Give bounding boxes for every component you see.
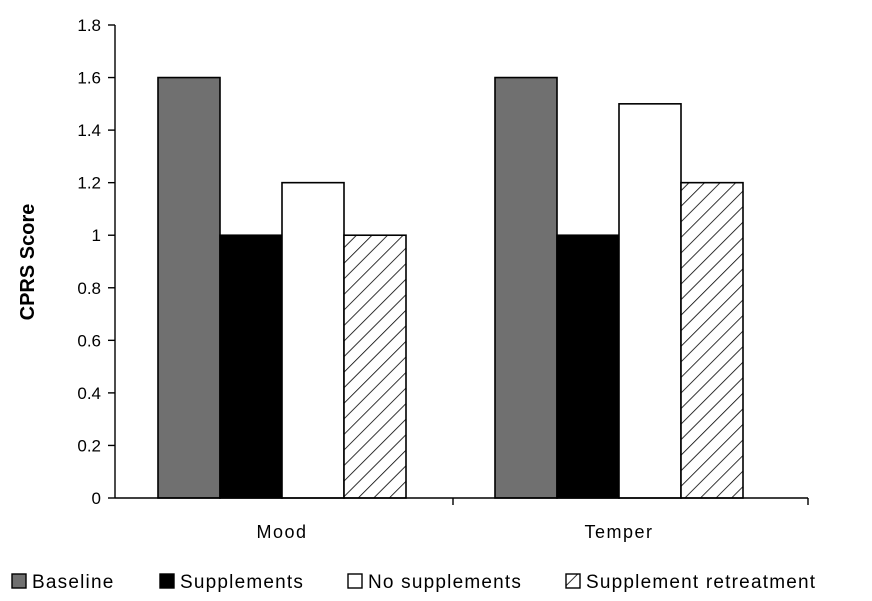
- bar-supplements-temper: [556, 234, 620, 499]
- x-axis: Mood Temper: [115, 497, 809, 542]
- y-tick-label: 0: [92, 489, 101, 508]
- y-tick-label: 1.2: [77, 174, 101, 193]
- legend-swatch: [565, 573, 581, 589]
- y-axis: 0 0.2 0.4 0.6 0.8 1 1.2 1.4 1.6 1.8: [77, 16, 116, 508]
- y-tick-label: 0.6: [77, 331, 101, 350]
- bar-supplements-mood: [219, 234, 283, 499]
- legend-label: Baseline: [32, 572, 114, 593]
- category-label: Temper: [584, 522, 653, 542]
- plot-area: [157, 76, 744, 499]
- y-tick-label: 0.2: [77, 436, 101, 455]
- y-tick-label: 0.4: [77, 384, 101, 403]
- bar-no-supplements-temper: [618, 103, 682, 499]
- legend-swatch: [159, 573, 175, 589]
- legend-label: Supplement retreatment: [586, 572, 816, 593]
- y-axis-title: CPRS Score: [17, 204, 39, 321]
- bar-supplement-retreatment-temper: [680, 181, 744, 499]
- bar-no-supplements-mood: [281, 181, 345, 499]
- legend-swatch: [347, 573, 363, 589]
- y-tick-label: 0.8: [77, 279, 101, 298]
- y-tick-label: 1.8: [77, 16, 101, 35]
- y-tick-label: 1: [92, 226, 101, 245]
- legend-label: Supplements: [180, 572, 304, 593]
- legend-swatch: [11, 573, 27, 589]
- bar-baseline-mood: [157, 76, 221, 499]
- bar-baseline-temper: [494, 76, 558, 499]
- legend: Baseline Supplements No supplements Supplem…: [11, 572, 816, 593]
- category-label: Mood: [256, 522, 307, 542]
- legend-label: No supplements: [368, 572, 522, 593]
- y-tick-label: 1.6: [77, 69, 101, 88]
- y-tick-label: 1.4: [77, 121, 101, 140]
- bar-supplement-retreatment-mood: [343, 234, 407, 499]
